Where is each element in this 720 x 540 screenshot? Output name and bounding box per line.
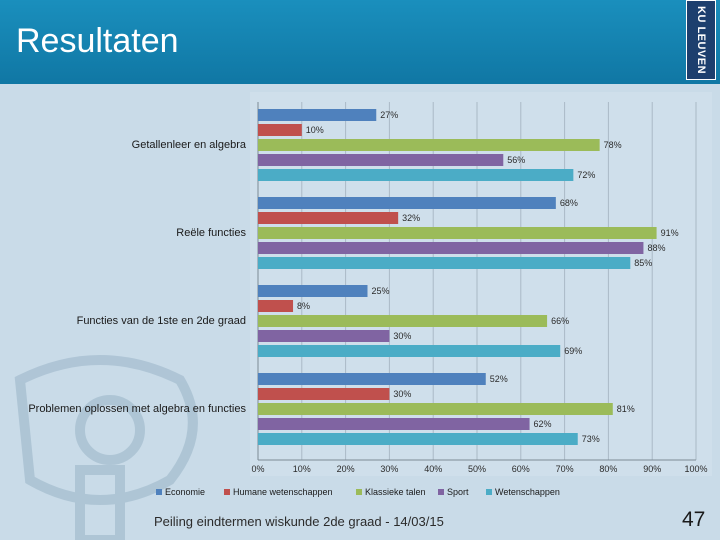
data-label: 85% [634,258,652,268]
footer-text: Peiling eindtermen wiskunde 2de graad - … [154,514,444,529]
legend-label: Humane wetenschappen [233,487,333,497]
data-label: 52% [490,374,508,384]
legend-label: Klassieke talen [365,487,426,497]
bar [258,373,486,385]
data-label: 66% [551,316,569,326]
bar [258,169,574,181]
kuleuven-logo: KU LEUVEN [686,0,716,80]
bar [258,300,294,312]
bar [258,124,302,136]
bar [258,154,504,166]
x-tick-label: 60% [512,464,530,474]
slide-title: Resultaten [16,22,179,60]
bar [258,242,644,254]
bar [258,197,556,209]
category-label: Reële functies [176,227,246,239]
logo-text: KU LEUVEN [695,5,707,75]
bar [258,285,368,297]
bar [258,227,657,239]
bar [258,418,530,430]
data-label: 56% [507,155,525,165]
bar [258,139,600,151]
data-label: 69% [564,346,582,356]
data-label: 30% [393,389,411,399]
bar [258,388,390,400]
x-tick-label: 90% [643,464,661,474]
category-label: Functies van de 1ste en 2de graad [77,315,246,327]
legend-swatch [438,489,444,495]
data-label: 10% [306,125,324,135]
results-bar-chart: 0% 10% 20% 30% 40% 50% 60% 70% 80% 90% 100% 27% 10% 7… [28,92,712,497]
bar [258,257,631,269]
header-bar [0,0,720,84]
data-label: 73% [582,434,600,444]
bar [258,433,578,445]
legend-label: Wetenschappen [495,487,560,497]
legend-label: Economie [165,487,205,497]
page-number: 47 [682,508,706,531]
data-label: 81% [617,404,635,414]
legend-label: Sport [447,487,469,497]
x-tick-label: 100% [684,464,707,474]
data-label: 30% [393,331,411,341]
data-label: 91% [661,228,679,238]
data-label: 78% [604,140,622,150]
bar [258,315,548,327]
x-tick-label: 50% [468,464,486,474]
category-label: Getallenleer en algebra [132,139,247,151]
bar [258,212,399,224]
x-tick-label: 30% [380,464,398,474]
data-label: 8% [297,301,310,311]
x-tick-label: 10% [293,464,311,474]
data-label: 72% [577,170,595,180]
legend-swatch [356,489,362,495]
bar [258,345,561,357]
data-label: 62% [534,419,552,429]
data-label: 32% [402,213,420,223]
x-tick-label: 70% [556,464,574,474]
bar [258,109,377,121]
category-label: Problemen oplossen met algebra en functi… [28,403,246,415]
x-tick-label: 80% [599,464,617,474]
legend-swatch [224,489,230,495]
bar [258,403,613,415]
legend-swatch [156,489,162,495]
data-label: 88% [647,243,665,253]
data-label: 68% [560,198,578,208]
data-label: 25% [372,286,390,296]
data-label: 27% [380,110,398,120]
x-tick-label: 0% [251,464,264,474]
bar [258,330,390,342]
x-tick-label: 20% [337,464,355,474]
x-tick-label: 40% [424,464,442,474]
key-watermark [14,355,198,540]
legend-swatch [486,489,492,495]
